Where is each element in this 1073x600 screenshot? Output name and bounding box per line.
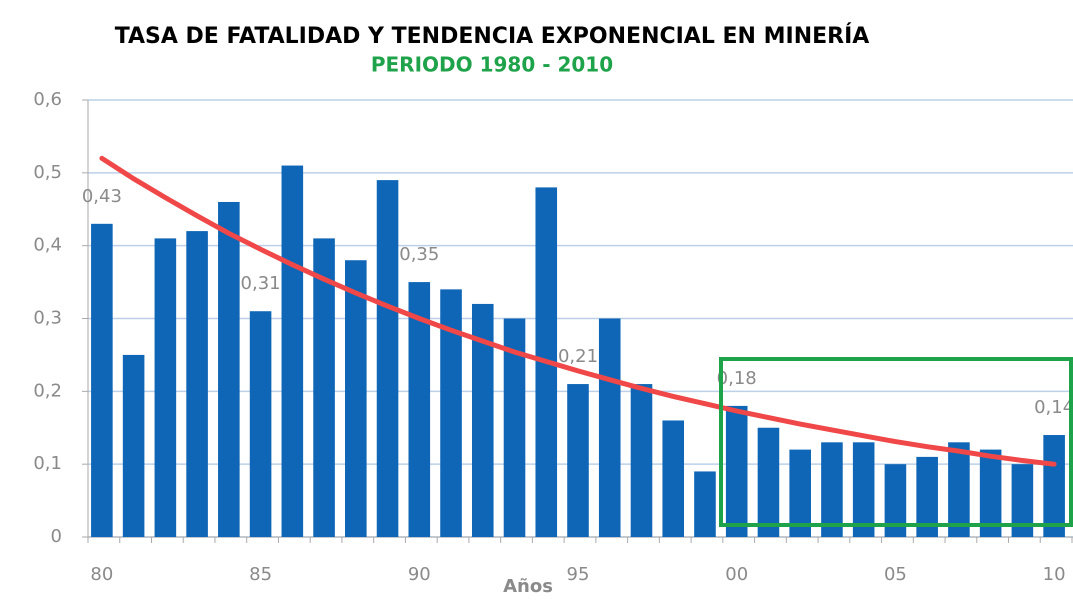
bar bbox=[789, 449, 811, 537]
x-tick-label: 00 bbox=[725, 564, 748, 585]
bar bbox=[122, 354, 145, 537]
bar bbox=[884, 464, 907, 537]
value-label: 0,31 bbox=[241, 273, 281, 294]
value-label: 0,35 bbox=[399, 244, 439, 265]
highlight-box bbox=[719, 357, 1073, 527]
bar bbox=[821, 442, 843, 537]
y-tick-label: 0,6 bbox=[33, 89, 62, 110]
bar bbox=[345, 260, 367, 537]
bar bbox=[852, 442, 875, 537]
bar bbox=[694, 471, 716, 537]
bar bbox=[440, 289, 462, 537]
bar bbox=[154, 238, 177, 537]
value-label: 0,14 bbox=[1034, 397, 1073, 418]
value-label: 0,18 bbox=[717, 368, 757, 389]
x-tick-label: 90 bbox=[408, 564, 431, 585]
y-tick-label: 0,1 bbox=[33, 453, 62, 474]
bar bbox=[1011, 464, 1034, 537]
bar bbox=[186, 231, 208, 537]
x-axis-label: Años bbox=[503, 576, 553, 597]
chart-title: TASA DE FATALIDAD Y TENDENCIA EXPONENCIA… bbox=[115, 23, 870, 49]
bar bbox=[249, 311, 272, 537]
bar bbox=[630, 384, 653, 537]
value-label: 0,21 bbox=[558, 346, 598, 367]
bar bbox=[376, 180, 399, 537]
bar bbox=[725, 405, 748, 537]
trend-line bbox=[99, 155, 1057, 467]
bar bbox=[91, 223, 113, 538]
bar bbox=[281, 165, 304, 538]
bar bbox=[567, 384, 589, 537]
y-tick-label: 0,5 bbox=[33, 162, 62, 183]
bar bbox=[408, 282, 431, 537]
bar bbox=[598, 318, 621, 537]
y-tick-label: 0,3 bbox=[33, 308, 62, 329]
y-tick-label: 0 bbox=[51, 526, 62, 547]
y-tick-label: 0,4 bbox=[33, 235, 62, 256]
bar bbox=[218, 201, 240, 537]
bar bbox=[948, 442, 970, 537]
y-tick-label: 0,2 bbox=[33, 380, 62, 401]
x-tick-label: 80 bbox=[90, 564, 113, 585]
x-tick-label: 95 bbox=[567, 564, 590, 585]
value-label: 0,43 bbox=[82, 186, 122, 207]
bar bbox=[757, 427, 780, 537]
bar bbox=[916, 456, 938, 537]
chart-subtitle: PERIODO 1980 - 2010 bbox=[371, 53, 613, 77]
x-tick-label: 10 bbox=[1043, 564, 1066, 585]
bar bbox=[313, 238, 335, 537]
x-tick-label: 85 bbox=[249, 564, 272, 585]
bar bbox=[1043, 435, 1065, 537]
bar bbox=[471, 303, 494, 537]
bar bbox=[979, 449, 1002, 537]
x-tick-label: 05 bbox=[884, 564, 907, 585]
bar bbox=[503, 318, 526, 537]
bar bbox=[662, 420, 685, 537]
